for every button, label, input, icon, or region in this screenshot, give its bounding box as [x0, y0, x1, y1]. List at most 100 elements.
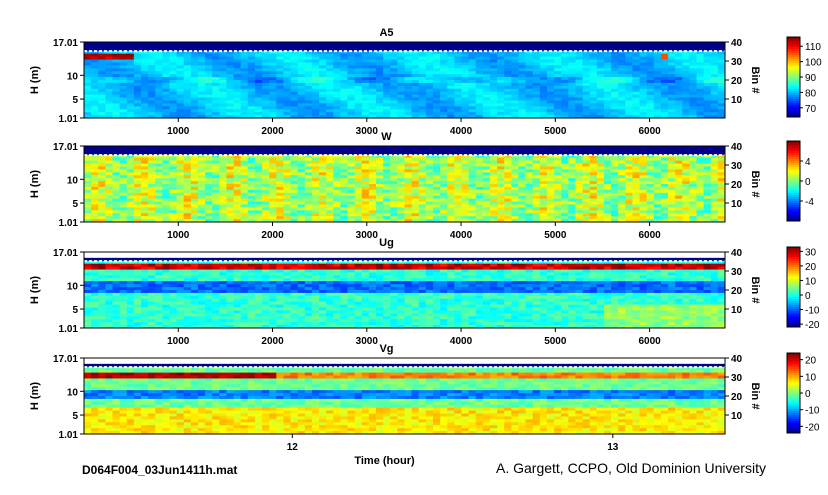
heatmap-cell: [368, 207, 377, 211]
heatmap-cell: [575, 189, 584, 194]
heatmap-cell: [454, 175, 462, 179]
heatmap-cell: [205, 198, 213, 203]
heatmap-cell: [148, 44, 156, 49]
heatmap-cell: [169, 157, 178, 162]
heatmap-cell: [575, 160, 584, 165]
heatmap-cell: [276, 80, 284, 84]
heatmap-cell: [589, 97, 598, 101]
heatmap-cell: [197, 186, 206, 191]
heatmap-cell: [340, 50, 349, 55]
heatmap-cell: [148, 181, 156, 185]
heatmap-cell: [603, 186, 612, 191]
heatmap-cell: [311, 50, 320, 55]
heatmap-cell: [169, 169, 178, 173]
heatmap-cell: [254, 157, 263, 162]
heatmap-cell: [240, 201, 249, 205]
heatmap-cell: [682, 186, 690, 191]
heatmap-cell: [568, 216, 576, 220]
heatmap-cell: [368, 254, 377, 259]
heatmap-cell: [447, 207, 455, 211]
colorbar-swatch: [787, 43, 800, 46]
heatmap-cell: [411, 146, 420, 150]
heatmap-cell: [333, 207, 341, 211]
heatmap-cell: [575, 94, 584, 99]
heatmap-cell: [283, 50, 292, 55]
heatmap-cell: [596, 100, 605, 104]
heatmap-cell: [347, 112, 356, 116]
heatmap-cell: [497, 59, 505, 63]
heatmap-cell: [589, 42, 598, 46]
heatmap-cell: [340, 204, 349, 208]
heatmap-cell: [276, 77, 284, 81]
heatmap-cell: [682, 97, 690, 101]
heatmap-cell: [696, 148, 705, 153]
heatmap-cell: [219, 151, 227, 156]
heatmap-cell: [539, 186, 548, 191]
heatmap-cell: [333, 100, 341, 104]
heatmap-cell: [596, 112, 605, 116]
heatmap-cell: [297, 151, 306, 156]
heatmap-cell: [319, 103, 327, 107]
heatmap-cell: [418, 109, 427, 113]
heatmap-cell: [226, 154, 235, 159]
heatmap-cell: [568, 59, 576, 63]
heatmap-cell: [311, 169, 320, 173]
heatmap-cell: [653, 216, 662, 220]
heatmap-cell: [504, 169, 512, 173]
heatmap-cell: [84, 100, 92, 104]
heatmap-cell: [639, 192, 648, 197]
heatmap-cell: [432, 160, 441, 165]
heatmap-cell: [611, 91, 619, 96]
heatmap-cell: [618, 77, 626, 81]
heatmap-cell: [497, 204, 505, 208]
heatmap-cell: [468, 56, 477, 61]
heatmap-cell: [504, 186, 512, 191]
heatmap-cell: [454, 80, 462, 84]
heatmap-cell: [611, 186, 619, 191]
heatmap-cell: [354, 216, 363, 220]
heatmap-cell: [112, 198, 121, 203]
heatmap-cell: [183, 189, 192, 194]
heatmap-cell: [411, 166, 420, 170]
heatmap-cell: [219, 252, 227, 256]
heatmap-cell: [183, 163, 192, 167]
heatmap-cell: [653, 88, 662, 93]
heatmap-cell: [219, 74, 227, 78]
heatmap-cell: [276, 213, 284, 217]
heatmap-cell: [98, 59, 106, 63]
heatmap-cell: [162, 175, 170, 179]
heatmap-cell: [582, 74, 591, 78]
heatmap-cell: [611, 195, 619, 200]
heatmap-cell: [482, 71, 491, 75]
heatmap-cell: [254, 100, 263, 104]
heatmap-cell: [689, 146, 698, 150]
heatmap-cell: [653, 56, 662, 61]
heatmap-cell: [717, 97, 726, 101]
heatmap-cell: [347, 62, 356, 66]
heatmap-cell: [717, 192, 726, 197]
heatmap-cell: [475, 74, 484, 78]
heatmap-cell: [376, 42, 384, 46]
heatmap-cell: [632, 189, 641, 194]
heatmap-cell: [304, 254, 313, 259]
heatmap-cell: [304, 115, 313, 119]
heatmap-cell: [596, 163, 605, 167]
heatmap-cell: [162, 65, 170, 69]
heatmap-cell: [354, 91, 363, 96]
heatmap-cell: [504, 62, 512, 66]
heatmap-cell: [504, 252, 512, 256]
heatmap-cell: [454, 207, 462, 211]
heatmap-cell: [561, 186, 569, 191]
heatmap-cell: [354, 53, 363, 58]
heatmap-cell: [561, 100, 569, 104]
heatmap-cell: [155, 157, 163, 162]
colorbar-swatch: [787, 109, 800, 112]
heatmap-cell: [297, 219, 306, 223]
heatmap-cell: [625, 74, 633, 78]
heatmap-cell: [155, 68, 163, 72]
heatmap-cell: [247, 195, 256, 200]
heatmap-cell: [98, 154, 106, 159]
heatmap-cell: [347, 115, 356, 119]
heatmap-cell: [568, 62, 576, 66]
heatmap-cell: [319, 42, 327, 46]
